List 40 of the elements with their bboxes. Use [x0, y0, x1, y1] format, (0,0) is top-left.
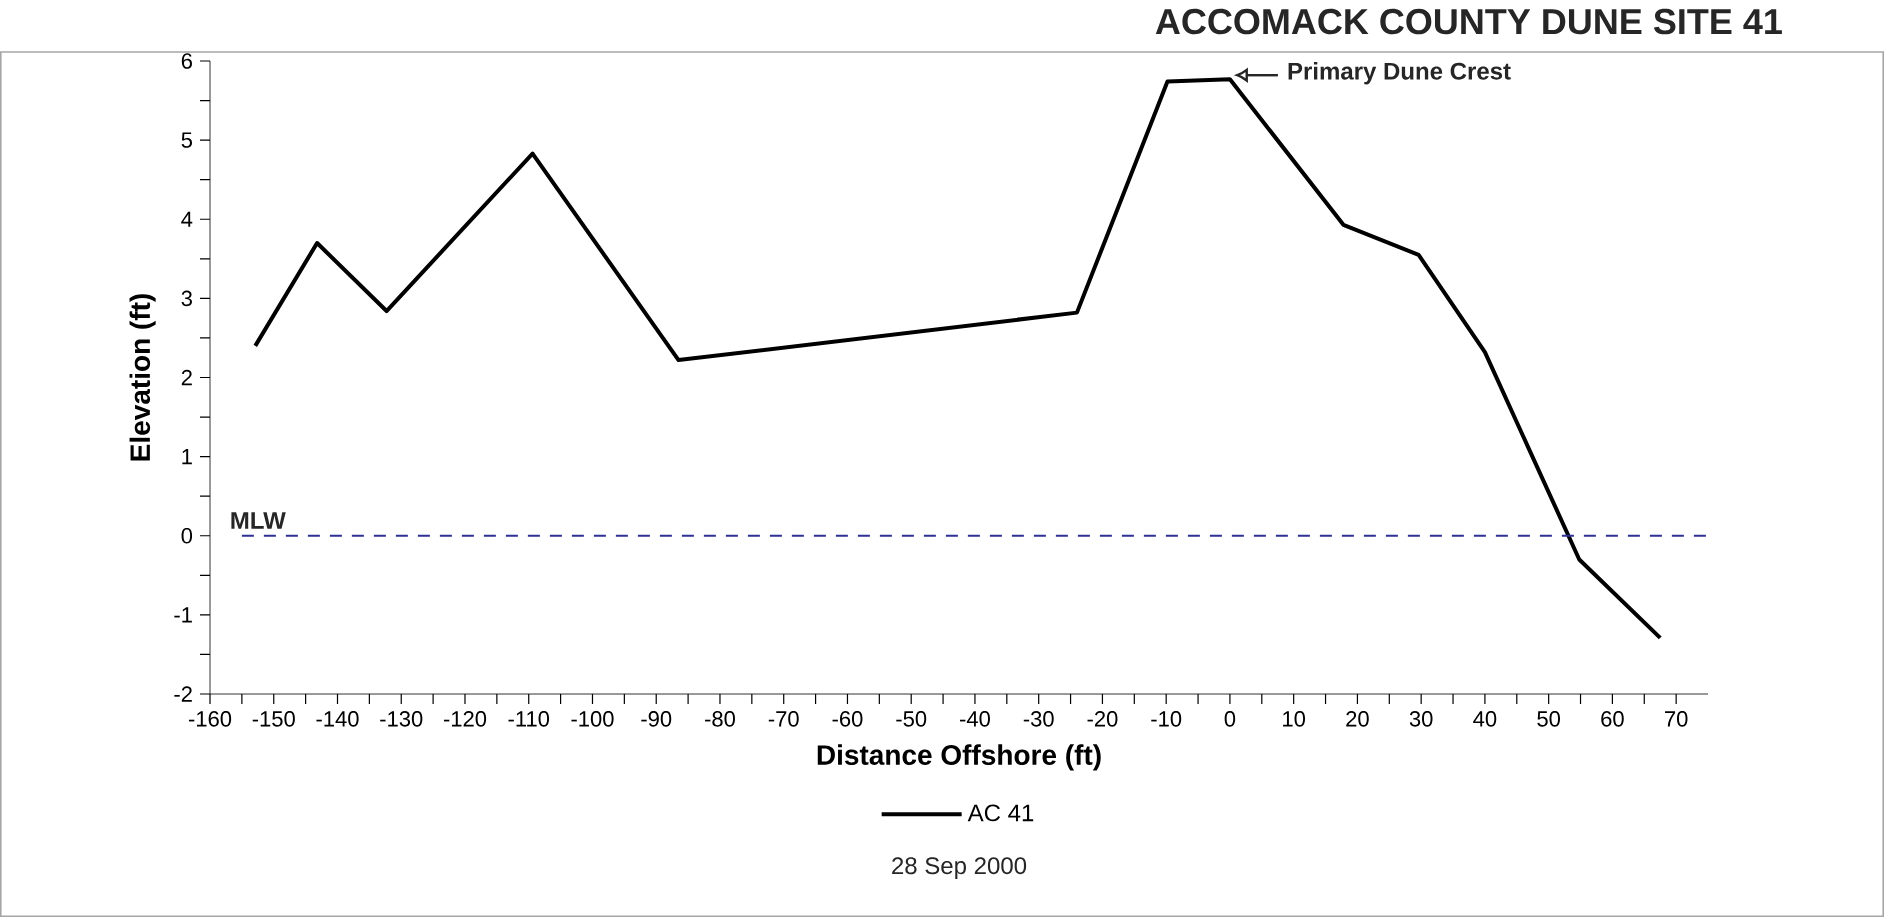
x-tick-label: 30: [1409, 711, 1433, 727]
x-tick-label: 50: [1537, 711, 1561, 727]
x-tick-label: -100: [571, 711, 614, 727]
y-tick-label: -2: [174, 686, 192, 702]
y-tick-label: 1: [182, 449, 192, 465]
y-tick-label: 2: [181, 369, 192, 386]
x-tick-label: -160: [188, 711, 232, 727]
x-axis-title: Distance Offshore (ft): [817, 744, 1101, 771]
x-tick-label: -20: [1087, 711, 1118, 727]
x-tick-label: 10: [1283, 711, 1306, 727]
x-tick-label: 60: [1601, 711, 1624, 727]
y-tick-label: 0: [181, 527, 193, 544]
x-tick-label: -120: [443, 711, 487, 727]
x-tick-label: -30: [1023, 711, 1054, 727]
x-tick-label: -150: [252, 711, 295, 727]
x-tick-label: -70: [768, 711, 799, 727]
x-tick-label: -50: [896, 711, 927, 727]
ref-line-label: MLW: [231, 512, 286, 529]
x-tick-label: 40: [1473, 711, 1497, 727]
y-tick-label: -1: [174, 607, 192, 623]
x-tick-label: -40: [960, 711, 990, 727]
y-tick-label: 4: [181, 211, 193, 227]
annotation: Primary Dune Crest: [1288, 62, 1511, 85]
text: 28 Sep 2000: [892, 857, 1027, 879]
chart-title: ACCOMACK COUNTY DUNE SITE 41: [1155, 8, 1782, 35]
y-tick-label: 6: [181, 53, 192, 69]
x-tick-label: 70: [1665, 711, 1688, 727]
y-axis-title: Elevation (ft): [129, 294, 156, 461]
legend-label: AC 41: [967, 804, 1034, 822]
x-tick-label: -140: [316, 711, 359, 727]
x-tick-label: 0: [1224, 711, 1236, 727]
x-tick-label: -130: [380, 711, 423, 727]
y-tick-label: 3: [181, 290, 192, 307]
x-tick-label: -110: [508, 711, 550, 727]
x-tick-label: -90: [641, 711, 672, 727]
x-tick-label: -10: [1151, 711, 1182, 727]
x-tick-label: 20: [1346, 711, 1369, 727]
x-tick-label: -80: [705, 711, 735, 727]
x-tick-label: -60: [832, 711, 863, 727]
y-tick-label: 5: [181, 132, 192, 148]
